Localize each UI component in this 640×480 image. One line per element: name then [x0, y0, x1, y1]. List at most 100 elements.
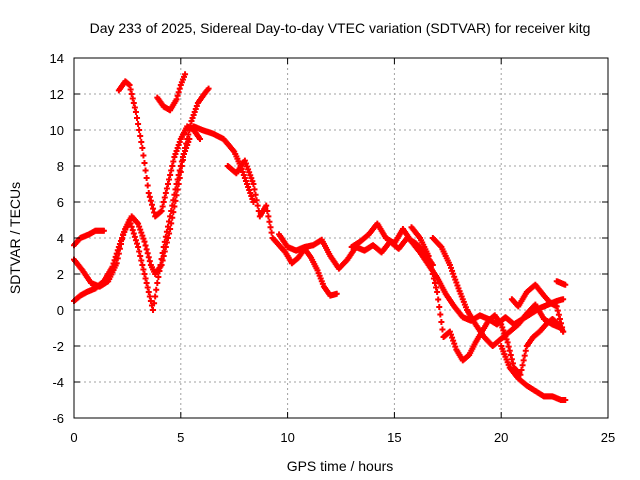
data-point: [522, 347, 529, 354]
data-point: [436, 304, 443, 310]
data-point: [438, 319, 445, 325]
data-point: [169, 202, 176, 209]
data-point: [560, 296, 567, 303]
data-point: [265, 213, 272, 220]
data-point: [119, 236, 126, 243]
data-point: [143, 280, 150, 286]
y-tick-label: 2: [57, 267, 64, 282]
data-point: [146, 193, 153, 200]
data-point: [143, 246, 150, 253]
data-point: [558, 320, 565, 327]
data-point: [130, 100, 137, 106]
data-point: [145, 254, 152, 261]
data-point: [145, 190, 152, 196]
data-point: [333, 290, 340, 297]
y-tick-label: -4: [52, 375, 64, 390]
data-point: [100, 227, 107, 234]
data-point: [132, 109, 139, 115]
data-point: [266, 218, 273, 225]
data-point: [177, 163, 184, 169]
data-point: [176, 167, 183, 174]
data-point: [135, 121, 142, 127]
data-point: [163, 228, 170, 235]
y-tick-label: 8: [57, 159, 64, 174]
data-point: [167, 172, 174, 178]
data-point: [434, 289, 441, 295]
y-tick-label: 6: [57, 195, 64, 210]
data-point: [162, 233, 169, 240]
data-point: [128, 223, 135, 230]
data-point: [131, 233, 138, 240]
data-point: [148, 201, 155, 208]
x-tick-label: 10: [280, 430, 294, 445]
data-point: [164, 223, 171, 230]
data-point: [131, 104, 138, 111]
series-track-i: [348, 220, 567, 328]
data-point: [427, 262, 434, 268]
y-tick-label: -2: [52, 339, 64, 354]
data-point: [142, 242, 149, 249]
data-point: [151, 300, 158, 307]
data-point: [163, 185, 170, 192]
data-point: [173, 96, 180, 103]
data-point: [439, 326, 446, 333]
x-tick-label: 20: [494, 430, 508, 445]
data-point: [430, 275, 437, 282]
series-track-l: [498, 343, 569, 403]
data-point: [168, 167, 175, 174]
data-point: [267, 224, 274, 231]
data-point: [197, 136, 204, 142]
data-point: [115, 250, 122, 257]
data-point: [138, 139, 145, 145]
data-point: [429, 271, 436, 277]
data-point: [134, 240, 141, 247]
data-point: [139, 262, 146, 268]
data-point: [130, 230, 137, 237]
data-point: [126, 82, 133, 88]
data-point: [137, 133, 144, 139]
y-tick-label: 4: [57, 231, 64, 246]
data-point: [268, 229, 275, 236]
data-point: [508, 356, 515, 363]
data-point: [518, 367, 525, 373]
data-point: [173, 181, 180, 187]
data-point: [150, 205, 157, 212]
x-tick-label: 0: [70, 430, 77, 445]
data-point: [141, 238, 148, 245]
data-point: [555, 311, 562, 318]
data-point: [128, 91, 135, 97]
data-point: [129, 227, 136, 234]
data-point: [178, 158, 185, 165]
data-point: [562, 281, 569, 288]
data-point: [136, 248, 143, 255]
data-point: [521, 352, 528, 359]
data-point: [141, 271, 148, 277]
data-point: [144, 284, 151, 291]
data-point: [140, 152, 147, 159]
data-point: [435, 296, 442, 303]
axis-ticks: 0 5 10 15 20 25 -6 -4 -2 0 2 4 6 8 10 12 14: [50, 51, 616, 445]
data-point: [251, 186, 258, 193]
data-point: [509, 360, 516, 367]
data-point: [519, 362, 526, 369]
data-point: [252, 191, 259, 198]
series-track-f: [190, 123, 257, 205]
data-point: [253, 197, 260, 204]
data-point: [171, 191, 178, 198]
data-point: [143, 175, 150, 181]
data-point: [157, 262, 164, 268]
data-point: [263, 202, 270, 209]
data-point: [116, 245, 123, 252]
data-point: [117, 241, 124, 247]
data-point: [137, 253, 144, 259]
data-point: [142, 275, 149, 282]
data-point: [138, 257, 145, 264]
data-point: [174, 176, 181, 183]
series-track-e: [71, 227, 107, 249]
data-point: [160, 199, 167, 205]
data-point: [433, 284, 440, 291]
data-point: [562, 397, 569, 403]
series-track-n: [553, 278, 569, 288]
data-point: [176, 85, 183, 92]
data-point: [174, 92, 181, 99]
